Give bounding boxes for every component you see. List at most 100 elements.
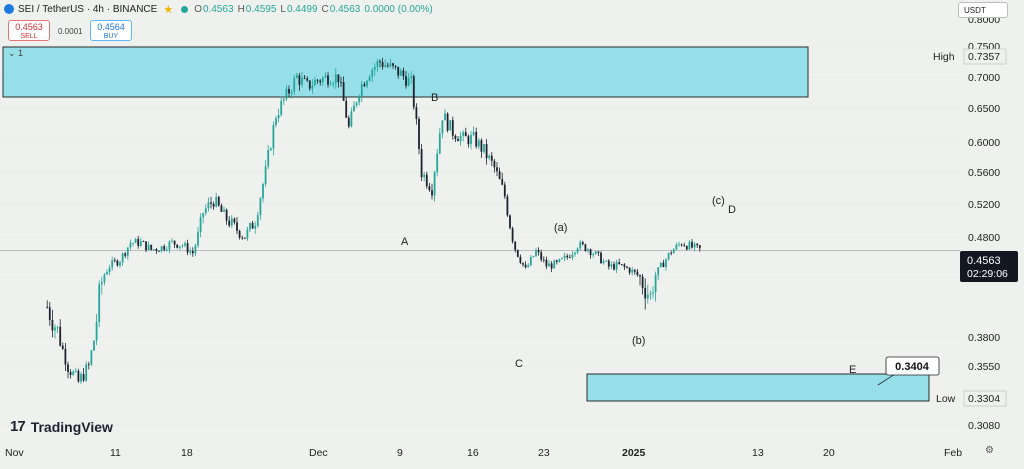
candle-body xyxy=(483,144,485,152)
candle-body xyxy=(485,144,488,159)
candle-body xyxy=(103,274,106,283)
symbol-title[interactable]: SEI / TetherUS · 4h · BINANCE xyxy=(18,3,158,15)
candle-body xyxy=(46,307,49,308)
open-value: 0.4563 xyxy=(202,3,234,15)
candle-body xyxy=(366,80,368,87)
candle-body xyxy=(641,276,644,288)
indicator-legend-toggle[interactable]: ⌄ 1 xyxy=(8,48,24,58)
candle-body xyxy=(571,254,574,258)
candle-body xyxy=(233,218,236,223)
price-tag-value: 0.4563 xyxy=(967,255,1001,267)
buy-button[interactable]: 0.4564 BUY xyxy=(90,20,132,41)
candle-body xyxy=(100,282,103,285)
candle-body xyxy=(363,84,366,87)
time-tick: 20 xyxy=(823,447,835,459)
candle-body xyxy=(415,107,418,119)
candle-body xyxy=(522,262,524,265)
candle-body xyxy=(561,258,563,259)
wave-label-e: E xyxy=(849,364,856,376)
candle-body xyxy=(386,65,389,67)
candle-body xyxy=(176,244,179,248)
candle-body xyxy=(529,257,532,266)
candle-body xyxy=(493,160,496,168)
candle-body xyxy=(93,340,95,351)
candle-body xyxy=(295,75,298,78)
candle-body xyxy=(467,136,470,145)
wave-label-sub-b: (b) xyxy=(632,335,645,347)
candle-body xyxy=(340,82,342,83)
price-tick: 0.6500 xyxy=(968,103,1000,115)
candle-body xyxy=(324,75,327,78)
candle-body xyxy=(628,267,631,273)
candle-body xyxy=(277,114,280,119)
candle-body xyxy=(82,374,85,381)
candle-body xyxy=(555,260,558,262)
candle-body xyxy=(189,251,192,253)
candle-body xyxy=(59,326,62,346)
candle-body xyxy=(607,260,610,267)
star-icon[interactable]: ★ xyxy=(163,3,174,16)
price-tick: 0.3080 xyxy=(968,420,1000,432)
wave-label-sub-c: (c) xyxy=(712,195,725,207)
spread-value: 0.0001 xyxy=(58,27,83,36)
currency-selector[interactable]: USDT xyxy=(958,2,1008,18)
candle-body xyxy=(675,244,678,250)
candle-body xyxy=(654,274,657,293)
candle-body xyxy=(670,252,673,254)
candle-body xyxy=(74,370,77,372)
candle-body xyxy=(584,244,587,252)
candle-body xyxy=(288,88,290,94)
sei-logo-icon xyxy=(4,4,14,14)
candle-body xyxy=(327,75,329,85)
candle-body xyxy=(602,261,605,264)
candle-body xyxy=(576,248,579,253)
candle-body xyxy=(334,74,337,84)
candle-body xyxy=(685,246,688,250)
candle-body xyxy=(420,148,423,178)
settings-icon[interactable]: ⚙ xyxy=(985,445,994,456)
sell-button[interactable]: 0.4563 SELL xyxy=(8,20,50,41)
candle-body xyxy=(626,266,628,268)
candle-body xyxy=(290,91,293,94)
close-label: C xyxy=(321,3,329,15)
candle-body xyxy=(371,69,374,77)
candle-body xyxy=(319,80,322,83)
candle-body xyxy=(399,70,402,76)
candle-body xyxy=(147,244,150,251)
candle-body xyxy=(269,148,272,151)
candle-body xyxy=(548,263,550,267)
candle-body xyxy=(680,244,683,246)
candle-body xyxy=(472,131,475,135)
candle-body xyxy=(503,184,506,197)
candle-body xyxy=(633,269,636,272)
candle-body xyxy=(186,243,189,253)
candle-body xyxy=(314,79,316,86)
open-label: O xyxy=(194,3,202,15)
candle-body xyxy=(139,241,142,246)
candle-body xyxy=(264,166,267,185)
candle-body xyxy=(433,171,436,196)
time-tick: 9 xyxy=(397,447,403,459)
candle-body xyxy=(480,140,483,152)
candle-body xyxy=(615,262,618,270)
price-tick: 0.7000 xyxy=(968,72,1000,84)
candle-body xyxy=(568,257,571,259)
candle-body xyxy=(475,131,478,147)
candle-body xyxy=(436,153,439,172)
candle-body xyxy=(524,264,527,268)
candle-body xyxy=(134,238,137,244)
candle-body xyxy=(173,240,176,245)
wave-label-a: A xyxy=(401,236,409,248)
candle-body xyxy=(56,326,59,328)
candle-body xyxy=(563,255,566,259)
candle-body xyxy=(360,84,363,96)
candle-body xyxy=(581,242,584,245)
candle-body xyxy=(347,117,350,127)
candle-body xyxy=(160,246,163,252)
candle-body xyxy=(256,215,259,226)
candle-body xyxy=(553,260,556,269)
candle-body xyxy=(337,74,340,83)
price-axis: 0.8000 0.7500 0.7000 0.6500 0.6000 0.560… xyxy=(933,14,1018,432)
candle-body xyxy=(90,350,93,365)
